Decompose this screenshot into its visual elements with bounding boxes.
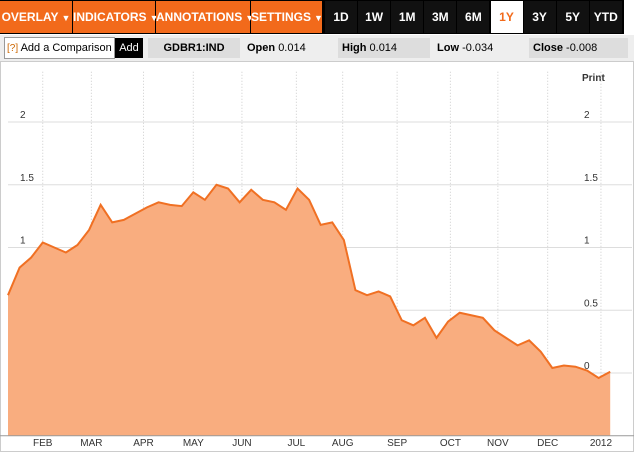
- value: -0.008: [566, 42, 598, 54]
- y-tick-label-right: 0: [584, 361, 590, 372]
- x-tick-label: OCT: [440, 438, 461, 449]
- x-tick-label: DEC: [537, 438, 558, 449]
- label: Open: [247, 42, 276, 54]
- menu-button[interactable]: SETTINGS ▼: [251, 1, 323, 33]
- menu-arrow: ▼: [245, 13, 255, 23]
- y-tick-label: 1.5: [20, 173, 34, 184]
- x-tick-label: AUG: [332, 438, 354, 449]
- range-button[interactable]: YTD: [589, 1, 622, 33]
- y-tick-label-right: 1: [584, 236, 590, 247]
- menu-label: SETTINGS: [251, 10, 312, 24]
- range-button[interactable]: 1Y: [490, 1, 523, 33]
- label: Close: [533, 42, 563, 54]
- open: Open 0.014: [247, 38, 335, 58]
- value: -0.034: [462, 42, 494, 54]
- low: Low -0.034: [437, 38, 525, 58]
- label: High: [342, 42, 367, 54]
- x-tick-label: FEB: [33, 438, 53, 449]
- value: 0.014: [278, 42, 306, 54]
- range-button[interactable]: 1D: [325, 1, 357, 33]
- close: Close -0.008: [529, 38, 628, 58]
- high: High 0.014: [338, 38, 430, 58]
- line: [7, 183, 611, 380]
- range-button[interactable]: 1M: [391, 1, 424, 33]
- ticker: GDBR1:IND: [148, 38, 240, 58]
- menu-label: INDICATORS: [73, 10, 147, 24]
- comparison-input[interactable]: [?] Add a Comparison: [4, 37, 115, 59]
- x-tick-label: MAR: [80, 438, 102, 449]
- print-link[interactable]: Print: [582, 73, 605, 84]
- x-tick-label: NOV: [487, 438, 509, 449]
- menu-label: ANNOTATIONS: [156, 10, 243, 24]
- range-button[interactable]: 1W: [358, 1, 391, 33]
- range-button[interactable]: 3M: [424, 1, 457, 33]
- value: 0.014: [369, 42, 398, 54]
- menu-label: OVERLAY: [1, 10, 59, 24]
- range-button[interactable]: 5Y: [556, 1, 589, 33]
- menu-arrow: ▼: [149, 13, 159, 23]
- toolbar: OVERLAY ▼ INDICATORS ▼ ANNOTATIONS ▼ SETTINGS ▼…: [0, 0, 624, 34]
- help-icon[interactable]: [?]: [7, 43, 19, 54]
- area-fill: [8, 184, 611, 436]
- x-tick-label: APR: [133, 438, 154, 449]
- range-button[interactable]: 3Y: [523, 1, 556, 33]
- y-tick-label-right: 1.5: [584, 173, 598, 184]
- range-button[interactable]: 6M: [457, 1, 490, 33]
- menu-arrow: ▼: [314, 13, 323, 23]
- add-button[interactable]: Add: [115, 38, 143, 58]
- x-tick-label: JUL: [287, 438, 305, 449]
- menu-button[interactable]: INDICATORS ▼: [73, 1, 158, 33]
- menu-button[interactable]: ANNOTATIONS ▼: [156, 1, 254, 33]
- quote-bar: [?] Add a Comparison Add GDBR1:IND Open …: [0, 35, 634, 61]
- y-tick-label-right: 0.5: [584, 298, 598, 309]
- x-tick-label: MAY: [183, 438, 204, 449]
- x-tick-label: 2012: [590, 438, 613, 449]
- menu-button[interactable]: OVERLAY ▼: [0, 1, 72, 33]
- y-tick-label: 1: [20, 236, 26, 247]
- x-tick-label: JUN: [232, 438, 251, 449]
- label: Low: [437, 42, 459, 54]
- menu-arrow: ▼: [61, 13, 71, 23]
- y-tick-label-right: 2: [584, 110, 590, 121]
- chart: Print FEB MAR APR MAY JUN JUL AUG SEP OCT NOV DEC 2…: [0, 61, 634, 452]
- y-tick-label: 2: [20, 110, 26, 121]
- x-tick-label: SEP: [387, 438, 407, 449]
- placeholder: Add a Comparison: [20, 42, 112, 54]
